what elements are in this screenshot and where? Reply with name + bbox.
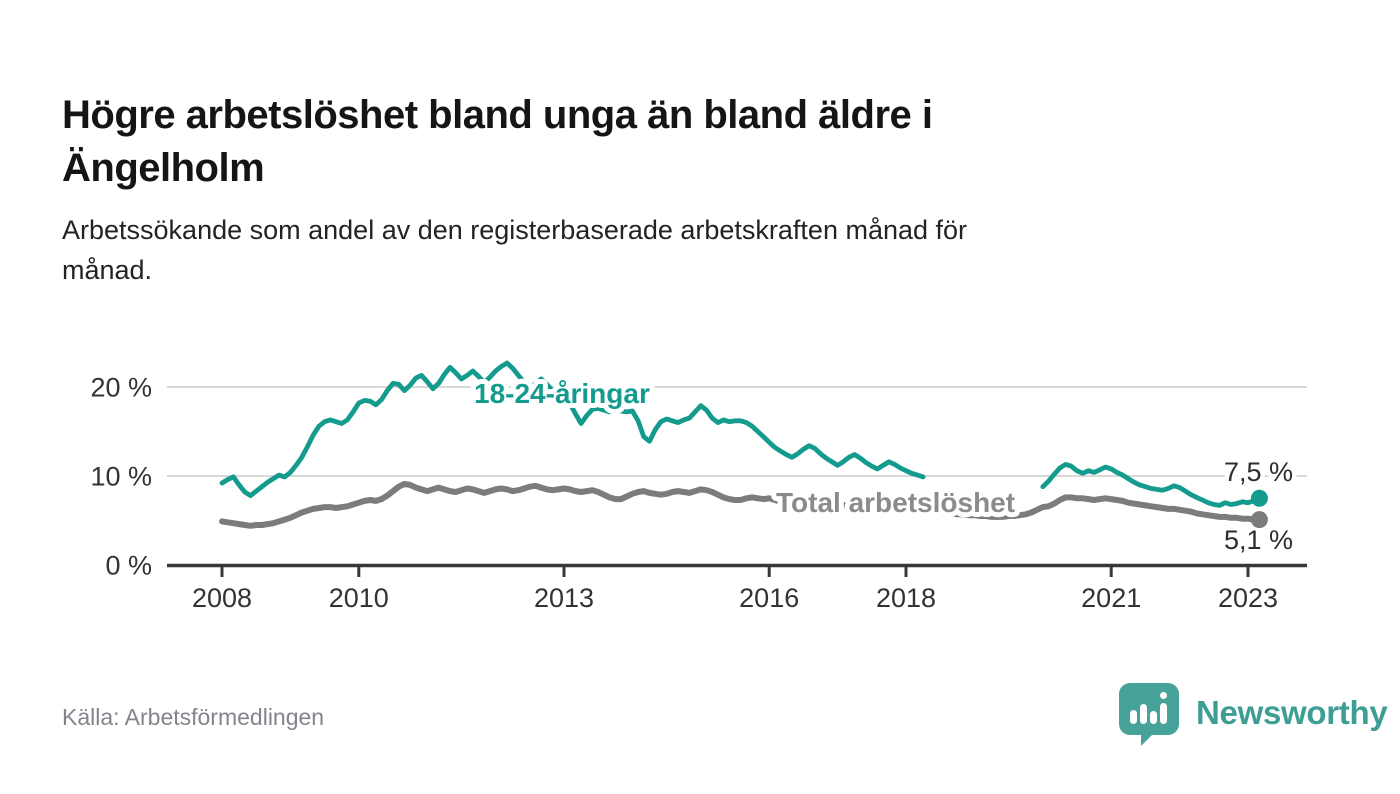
subtitle-line-2: månad.	[62, 255, 153, 285]
series-end-dots	[1250, 489, 1268, 529]
y-axis-tick-label: 20 %	[90, 373, 152, 403]
series-label-young: 18-24-åringar	[474, 378, 650, 409]
series-line-1	[219, 481, 1263, 529]
x-axis: 2008 2010 2013 2016 2018 2021 2023	[167, 563, 1307, 613]
series-end-dot-0	[1250, 489, 1268, 507]
newsworthy-logo: Newsworthy	[1116, 680, 1388, 746]
bar-chart-speech-bubble-icon	[1119, 683, 1179, 746]
speech-bubble-shape	[1119, 683, 1179, 746]
x-axis-tick-label: 2010	[329, 583, 389, 613]
x-axis-tick-label: 2016	[739, 583, 799, 613]
x-axis-tick-label: 2021	[1081, 583, 1141, 613]
line-chart: 0 % 10 % 20 % 18-24-åringar Total arbetslö…	[90, 360, 1307, 613]
title-line-1: Högre arbetslöshet bland unga än bland ä…	[62, 92, 933, 137]
chart-subtitle: Arbetssökande som andel av den registerb…	[62, 210, 1262, 290]
end-value-label-total: 5,1 %	[1224, 525, 1293, 555]
series-label-total: Total arbetslöshet	[776, 487, 1015, 518]
series-line-0	[219, 360, 1262, 508]
exclamation-dot	[1160, 692, 1167, 699]
x-axis-tick-label: 2018	[876, 583, 936, 613]
source-credit: Källa: Arbetsförmedlingen	[62, 704, 325, 730]
title-line-2: Ängelholm	[62, 145, 265, 190]
exclamation-bar	[1160, 703, 1167, 724]
x-axis-tick-label: 2023	[1218, 583, 1278, 613]
bar-chart-glyph	[1130, 692, 1167, 724]
y-axis-tick-label: 0 %	[105, 551, 152, 581]
data-lines	[219, 360, 1263, 529]
page-title: Högre arbetslöshet bland unga än bland ä…	[62, 89, 1252, 195]
x-axis-tick-label: 2013	[534, 583, 594, 613]
gridlines: 0 % 10 % 20 %	[90, 373, 1307, 581]
logo-wordmark: Newsworthy	[1196, 694, 1388, 731]
y-axis-tick-label: 10 %	[90, 462, 152, 492]
x-axis-tick-label: 2008	[192, 583, 252, 613]
subtitle-line-1: Arbetssökande som andel av den registerb…	[62, 215, 968, 245]
series-end-dot-1	[1250, 511, 1268, 529]
end-value-label-young: 7,5 %	[1224, 457, 1293, 487]
